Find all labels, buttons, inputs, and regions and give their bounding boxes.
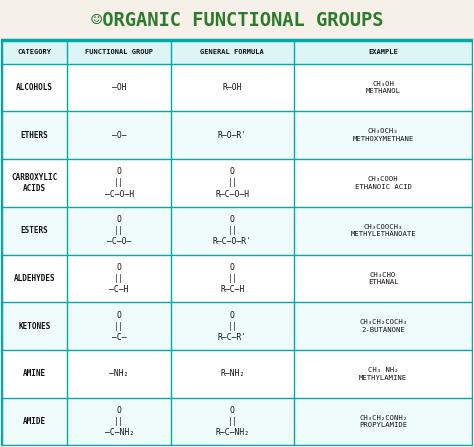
Text: ☺ORGANIC FUNCTIONAL GROUPS: ☺ORGANIC FUNCTIONAL GROUPS	[91, 12, 383, 30]
Text: CH₃CH₂CONH₂
PROPYLAMIDE: CH₃CH₂CONH₂ PROPYLAMIDE	[359, 415, 407, 429]
Text: ALCOHOLS: ALCOHOLS	[16, 83, 53, 92]
Text: KETONES: KETONES	[18, 322, 51, 331]
Text: ALDEHYDES: ALDEHYDES	[14, 274, 55, 283]
Text: R–O–R': R–O–R'	[218, 131, 247, 140]
Bar	[1, 350, 473, 398]
Text: O
||
R–C–H: O || R–C–H	[220, 263, 245, 294]
Text: GENERAL FORMULA: GENERAL FORMULA	[201, 49, 264, 55]
Text: CH₃OH
METHANOL: CH₃OH METHANOL	[365, 81, 401, 94]
Bar	[1, 111, 473, 159]
Bar	[1, 207, 473, 255]
Text: –OH: –OH	[112, 83, 127, 92]
Text: ETHERS: ETHERS	[20, 131, 48, 140]
Text: O
||
–C–H: O || –C–H	[109, 263, 129, 294]
Text: CATEGORY: CATEGORY	[18, 49, 51, 55]
Text: CH₃COOH
ETHANOIC ACID: CH₃COOH ETHANOIC ACID	[355, 176, 411, 190]
Text: O
||
R–C–R': O || R–C–R'	[218, 311, 247, 342]
Bar	[1, 255, 473, 302]
Text: O
||
–C–NH₂: O || –C–NH₂	[105, 406, 134, 437]
Text: ESTERS: ESTERS	[20, 226, 48, 235]
Text: O
||
–C–O–H: O || –C–O–H	[105, 167, 134, 198]
Text: CH₃COOCH₃
METHYLETHANOATE: CH₃COOCH₃ METHYLETHANOATE	[350, 224, 416, 237]
Text: R–OH: R–OH	[222, 83, 242, 92]
Text: CARBOXYLIC
ACIDS: CARBOXYLIC ACIDS	[11, 173, 57, 193]
Text: CH₃CHO
ETHANAL: CH₃CHO ETHANAL	[368, 272, 398, 285]
Text: –O–: –O–	[112, 131, 127, 140]
Text: AMIDE: AMIDE	[23, 417, 46, 426]
Bar	[1, 159, 473, 207]
Text: O
||
–C–: O || –C–	[112, 311, 127, 342]
Bar	[1, 63, 473, 111]
Text: R–NH₂: R–NH₂	[220, 370, 245, 379]
Bar	[1, 41, 473, 63]
Text: O
||
–C–O–: O || –C–O–	[107, 215, 131, 246]
Text: CH₃CH₂COCH₃
2-BUTANONE: CH₃CH₂COCH₃ 2-BUTANONE	[359, 320, 407, 333]
Text: CH₃ NH₂
METHYLAMINE: CH₃ NH₂ METHYLAMINE	[359, 367, 407, 381]
Bar	[1, 302, 473, 350]
Text: O
||
R–C–O–R': O || R–C–O–R'	[213, 215, 252, 246]
Text: FUNCTIONAL GROUP: FUNCTIONAL GROUP	[85, 49, 153, 55]
Text: EXAMPLE: EXAMPLE	[368, 49, 398, 55]
Text: –NH₂: –NH₂	[109, 370, 129, 379]
Text: CH₃OCH₃
METHOXYMETHANE: CH₃OCH₃ METHOXYMETHANE	[353, 128, 414, 142]
Text: O
||
R–C–NH₂: O || R–C–NH₂	[215, 406, 249, 437]
Text: O
||
R–C–O–H: O || R–C–O–H	[215, 167, 249, 198]
Bar	[1, 398, 473, 446]
Text: AMINE: AMINE	[23, 370, 46, 379]
